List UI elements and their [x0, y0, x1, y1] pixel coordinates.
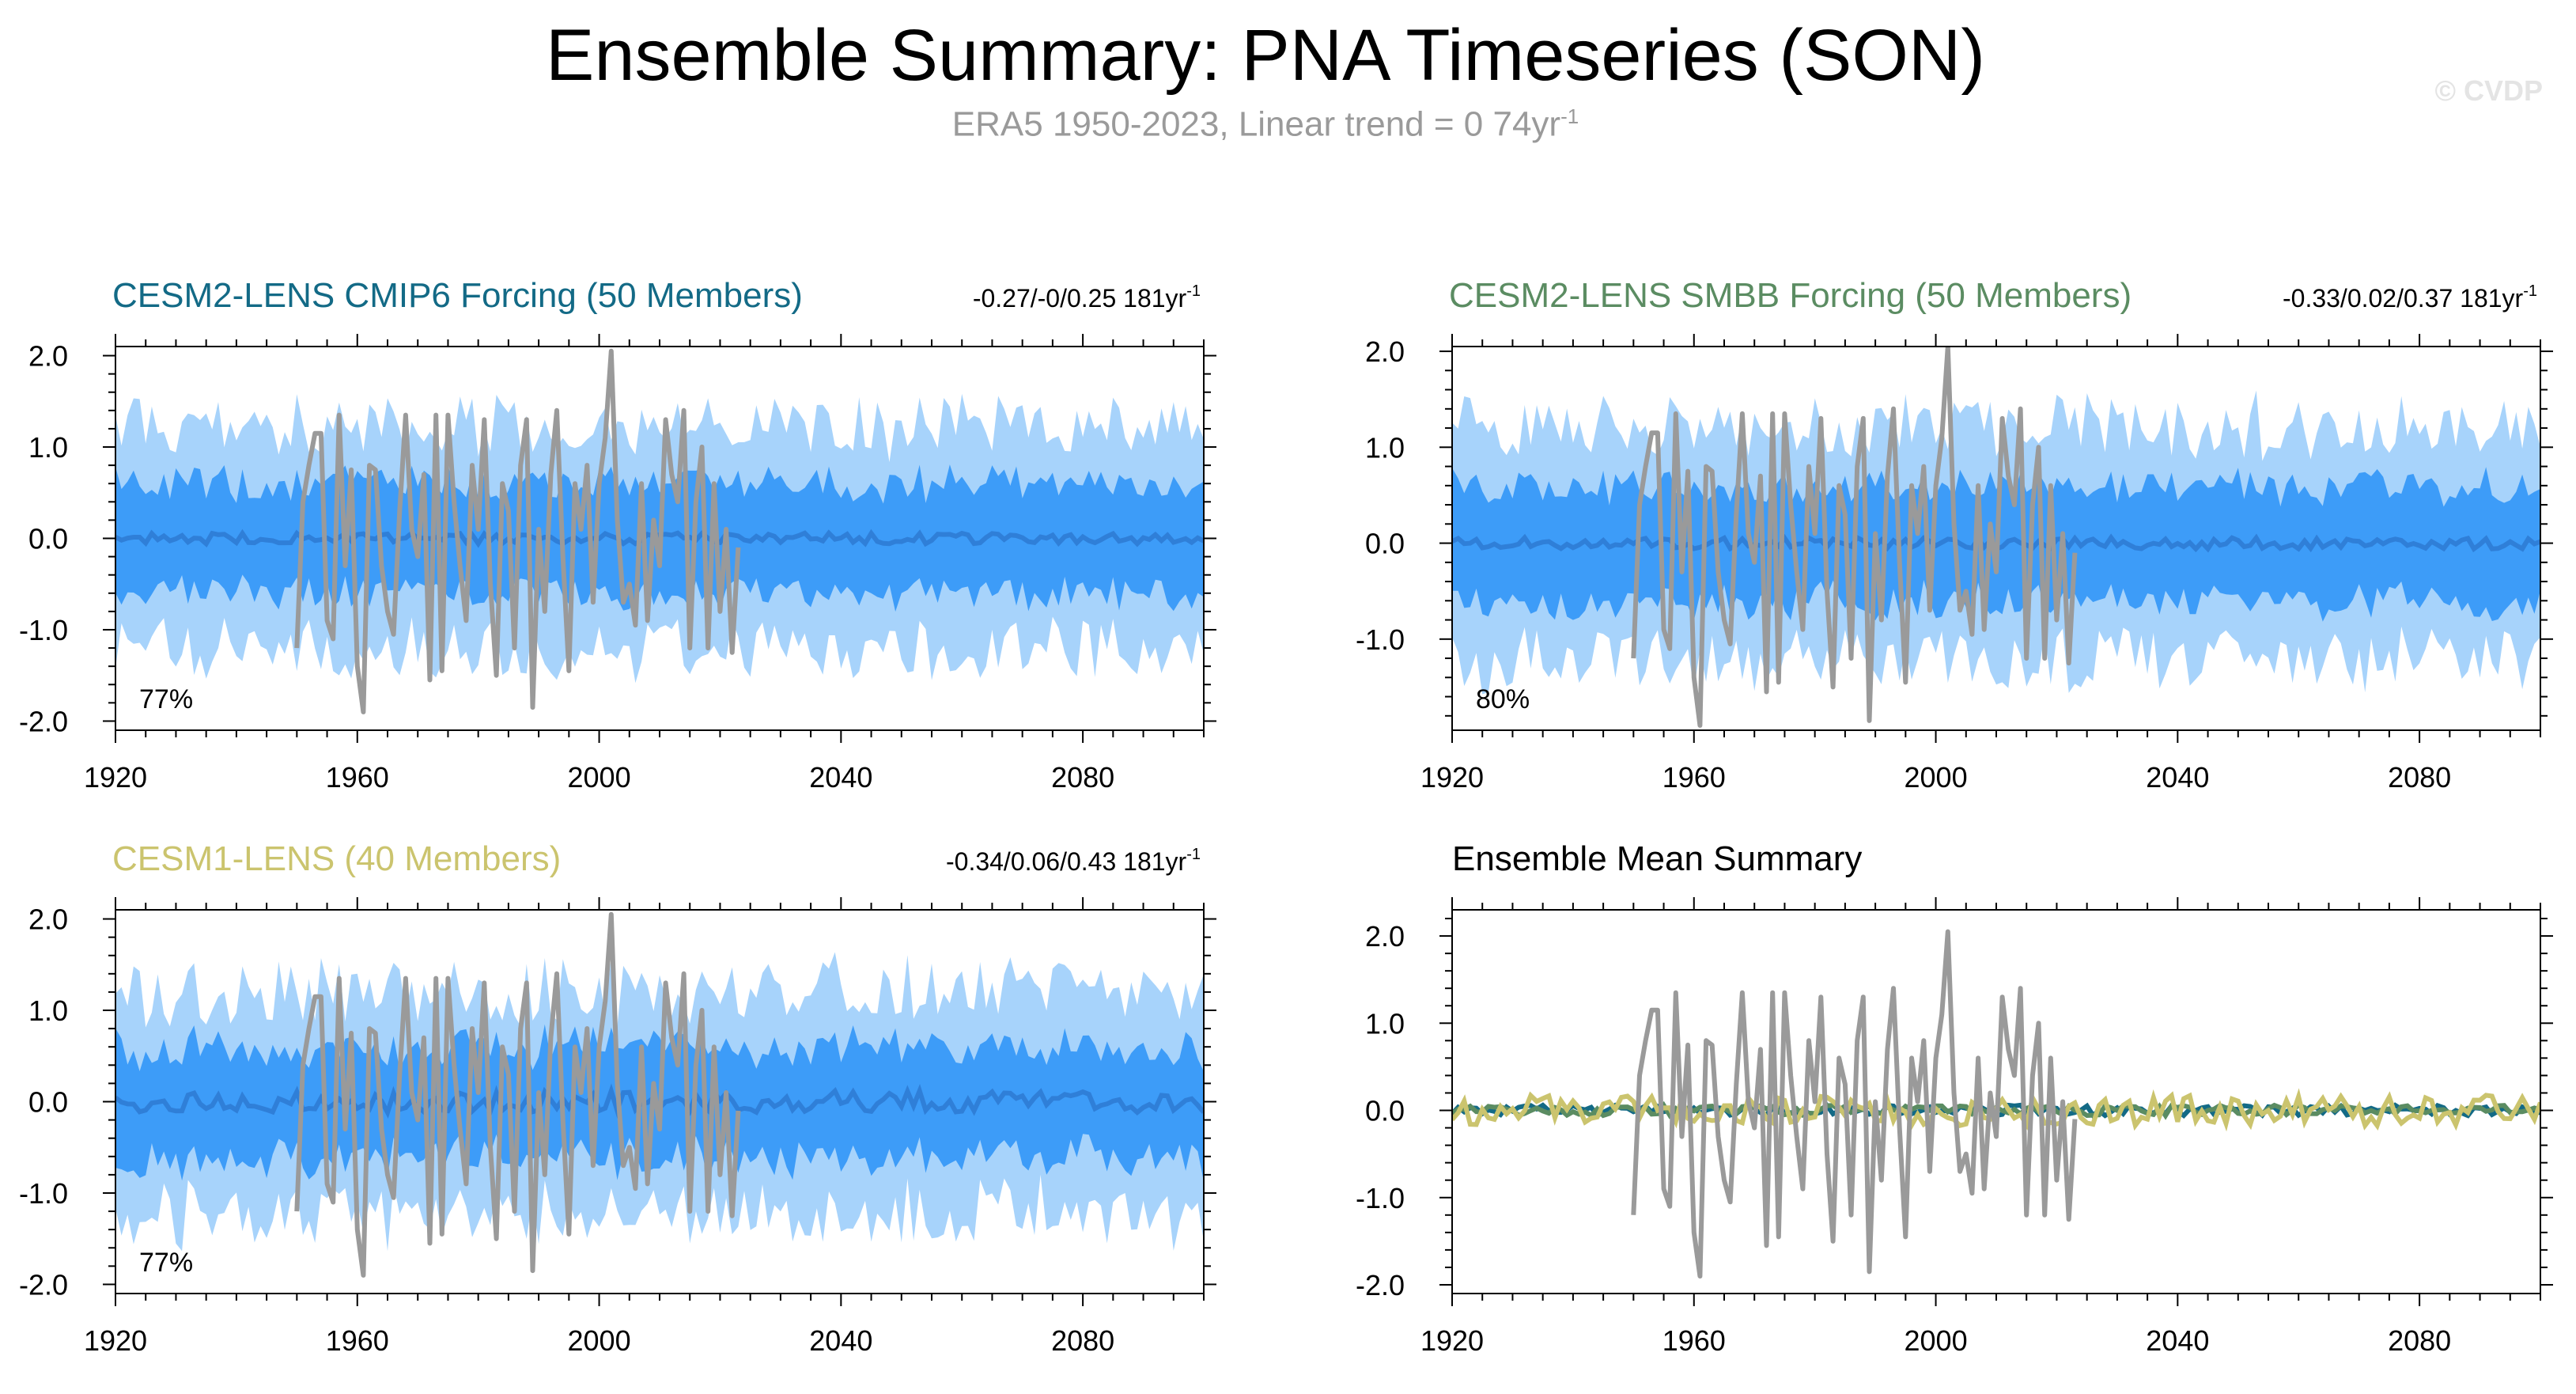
panel-cesm1: 1920 1960 2000 2040 2080 -2.0 -1.0 0.0 1.0 2.0 CES…	[19, 839, 1216, 1357]
page-title: Ensemble Summary: PNA Timeseries (SON)	[545, 15, 1985, 96]
y-tick-label: -1.0	[1356, 623, 1405, 656]
y-tick-label: 0.0	[28, 523, 68, 555]
y-tick-label: 1.0	[28, 431, 68, 464]
panel-cesm2-cmip6: 1920 1960 2000 2040 2080 -2.0 -1.0 0.0 1.0 2.0 CES…	[19, 276, 1216, 794]
cvdp-credit: © CVDP	[2434, 74, 2543, 107]
y-tick-label: -1.0	[1356, 1182, 1405, 1214]
subtitle-text: ERA5 1950-2023, Linear trend = 0 74yr	[951, 104, 1561, 144]
y-tick-label: -1.0	[19, 1177, 68, 1210]
trend-value: -0.34/0.06/0.43 181yr	[946, 847, 1187, 876]
plot-area	[115, 911, 1204, 1278]
percent-label: 77%	[139, 1248, 193, 1278]
obs-line	[294, 911, 741, 1278]
x-tick-label: 2080	[1051, 1324, 1114, 1357]
y-tick-label: -2.0	[1356, 1269, 1405, 1301]
x-tick-label: 2040	[809, 761, 872, 794]
x-tick-label: 2080	[2388, 1324, 2451, 1357]
x-tick-label: 2080	[1051, 761, 1114, 794]
panel-title: CESM1-LENS (40 Members)	[112, 839, 561, 878]
panel-title: Ensemble Mean Summary	[1452, 839, 1862, 878]
x-tick-label: 1960	[1662, 761, 1726, 794]
x-tick-label: 2000	[568, 761, 631, 794]
x-tick-label: 2000	[568, 1324, 631, 1357]
page-subtitle: ERA5 1950-2023, Linear trend = 0 74yr-1	[0, 104, 2531, 145]
y-tick-label: 2.0	[28, 903, 68, 936]
x-tick-label: 1960	[1662, 1324, 1726, 1357]
panel-title: CESM2-LENS SMBB Forcing (50 Members)	[1449, 276, 2132, 315]
trend-label: -0.34/0.06/0.43 181yr-1	[946, 846, 1201, 876]
subtitle-exponent: -1	[1560, 104, 1579, 128]
y-tick-label: 1.0	[1365, 431, 1405, 464]
panel-ensemble-mean: 1920 1960 2000 2040 2080 -2.0 -1.0 0.0 1.0 2.0 Ens…	[1356, 839, 2553, 1357]
y-tick-label: 0.0	[28, 1086, 68, 1119]
x-tick-label: 2000	[1905, 761, 1968, 794]
x-tick-label: 1960	[326, 761, 389, 794]
obs-line	[1631, 347, 2078, 728]
x-tick-label: 1920	[84, 761, 147, 794]
trend-label: -0.33/0.02/0.37 181yr-1	[2283, 282, 2537, 313]
trend-value: -0.27/-0/0.25 181yr	[973, 284, 1187, 313]
obs-line	[294, 348, 741, 714]
trend-value: -0.33/0.02/0.37 181yr	[2283, 284, 2524, 313]
y-tick-label: 0.0	[1365, 1095, 1405, 1127]
x-tick-label: 1920	[1420, 1324, 1484, 1357]
x-tick-label: 1960	[326, 1324, 389, 1357]
x-tick-label: 2000	[1905, 1324, 1968, 1357]
y-tick-label: 2.0	[1365, 920, 1405, 953]
x-tick-label: 1920	[84, 1324, 147, 1357]
y-tick-label: 2.0	[1365, 335, 1405, 368]
x-tick-label: 2040	[809, 1324, 872, 1357]
percent-label: 77%	[139, 684, 193, 714]
x-tick-label: 2080	[2388, 761, 2451, 794]
obs-line	[1631, 929, 2078, 1278]
plot-area	[1452, 929, 2540, 1278]
panel-title: CESM2-LENS CMIP6 Forcing (50 Members)	[112, 276, 803, 315]
panel-cesm2-smbb: 1920 1960 2000 2040 2080 -1.0 0.0 1.0 2.0 CESM2-L…	[1356, 276, 2553, 794]
trend-exponent: -1	[1186, 846, 1201, 863]
x-tick-label: 2040	[2146, 761, 2209, 794]
x-tick-label: 1920	[1420, 761, 1484, 794]
trend-exponent: -1	[1186, 282, 1201, 300]
y-tick-label: 1.0	[28, 994, 68, 1027]
percent-label: 80%	[1476, 684, 1530, 714]
y-tick-label: 0.0	[1365, 528, 1405, 560]
plot-area	[115, 348, 1204, 714]
y-tick-label: 2.0	[28, 340, 68, 373]
trend-exponent: -1	[2523, 282, 2537, 300]
trend-label: -0.27/-0/0.25 181yr-1	[973, 282, 1201, 313]
x-tick-label: 2040	[2146, 1324, 2209, 1357]
y-tick-label: -2.0	[19, 705, 68, 737]
plot-area	[1452, 347, 2540, 728]
y-tick-label: 1.0	[1365, 1007, 1405, 1040]
y-tick-label: -1.0	[19, 614, 68, 646]
y-tick-label: -2.0	[19, 1268, 68, 1301]
